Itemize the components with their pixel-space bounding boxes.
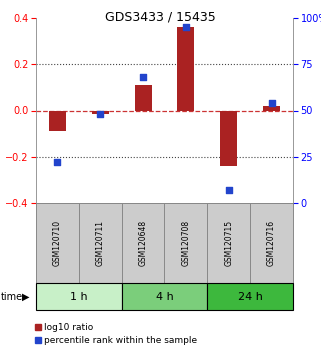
Text: GSM120716: GSM120716 bbox=[267, 220, 276, 266]
Bar bbox=[263, 106, 280, 110]
Bar bbox=[207, 203, 250, 283]
Text: GSM120710: GSM120710 bbox=[53, 220, 62, 266]
Bar bbox=[134, 85, 152, 110]
Bar bbox=[79, 203, 122, 283]
Point bbox=[183, 24, 188, 30]
Text: 24 h: 24 h bbox=[238, 291, 263, 302]
Text: ▶: ▶ bbox=[22, 291, 30, 302]
Text: 4 h: 4 h bbox=[156, 291, 173, 302]
Bar bbox=[92, 110, 109, 114]
Bar bbox=[177, 27, 195, 110]
Bar bbox=[250, 203, 293, 283]
Bar bbox=[207, 283, 293, 310]
Bar bbox=[36, 203, 79, 283]
Bar bbox=[122, 283, 207, 310]
Text: GSM120711: GSM120711 bbox=[96, 220, 105, 266]
Bar bbox=[164, 203, 207, 283]
Text: GSM120708: GSM120708 bbox=[181, 220, 190, 266]
Point bbox=[226, 187, 231, 193]
Text: GDS3433 / 15435: GDS3433 / 15435 bbox=[105, 11, 216, 24]
Legend: log10 ratio, percentile rank within the sample: log10 ratio, percentile rank within the … bbox=[35, 323, 197, 346]
Point bbox=[98, 112, 103, 117]
Bar bbox=[122, 203, 164, 283]
Bar bbox=[49, 110, 66, 131]
Text: GSM120648: GSM120648 bbox=[139, 220, 148, 266]
Bar bbox=[36, 283, 122, 310]
Text: time: time bbox=[1, 291, 23, 302]
Point bbox=[269, 100, 274, 106]
Point bbox=[55, 159, 60, 165]
Text: GSM120715: GSM120715 bbox=[224, 220, 233, 266]
Point bbox=[141, 74, 146, 80]
Text: 1 h: 1 h bbox=[70, 291, 88, 302]
Bar bbox=[220, 110, 237, 166]
